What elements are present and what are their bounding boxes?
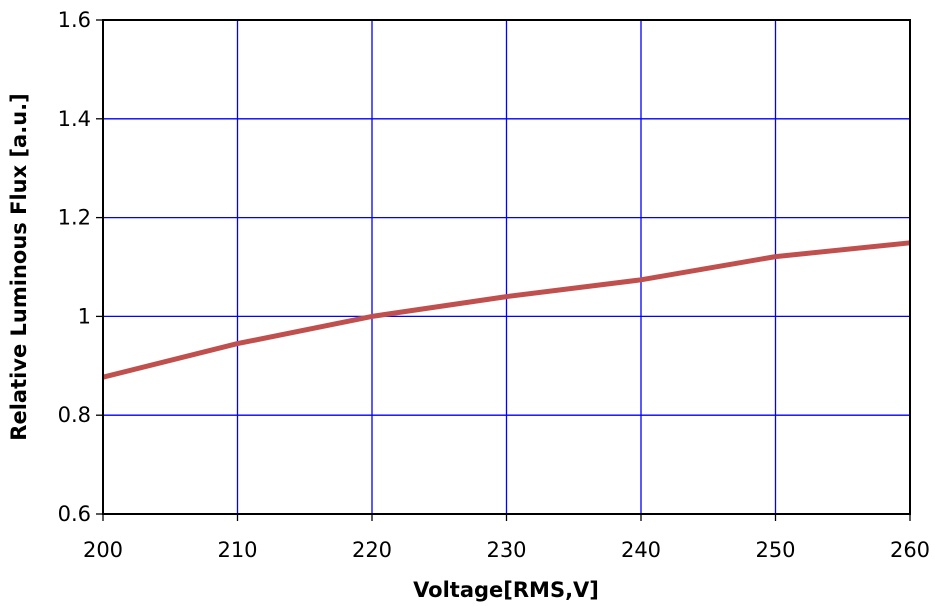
x-tick-label: 210 <box>217 538 257 562</box>
y-tick-label: 1 <box>78 304 91 328</box>
x-tick-label: 230 <box>486 538 526 562</box>
y-axis-title: Relative Luminous Flux [a.u.] <box>7 93 31 440</box>
y-tick-label: 0.6 <box>58 502 91 526</box>
ticks <box>96 19 911 521</box>
y-tick-label: 1.2 <box>58 206 91 230</box>
y-tick-labels: 0.6 0.8 1 1.2 1.4 1.6 <box>58 8 91 526</box>
x-tick-label: 250 <box>755 538 795 562</box>
x-tick-label: 240 <box>621 538 661 562</box>
x-axis-title: Voltage[RMS,V] <box>413 578 599 602</box>
x-tick-label: 220 <box>352 538 392 562</box>
x-tick-label: 260 <box>890 538 930 562</box>
x-tick-labels: 200 210 220 230 240 250 260 <box>83 538 930 562</box>
series-group <box>102 240 911 380</box>
y-tick-label: 1.4 <box>58 107 91 131</box>
y-tick-label: 0.8 <box>58 403 91 427</box>
grid <box>103 20 910 514</box>
series-line <box>102 240 911 380</box>
y-tick-label: 1.6 <box>58 8 91 32</box>
x-tick-label: 200 <box>83 538 123 562</box>
